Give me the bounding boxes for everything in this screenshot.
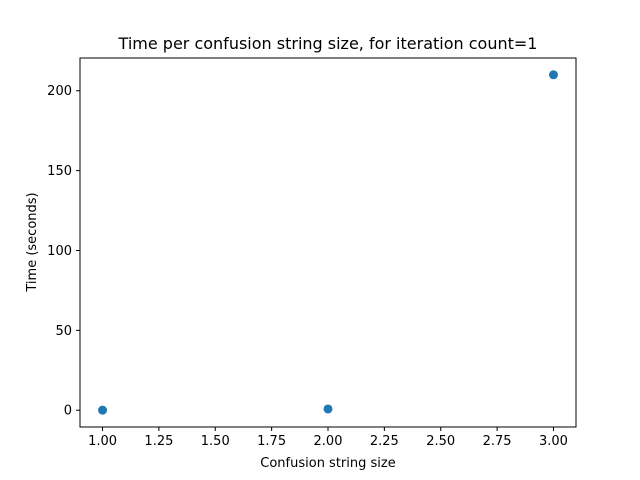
x-tick-label: 2.25 bbox=[370, 434, 399, 449]
data-points bbox=[98, 70, 558, 415]
x-tick-label: 2.75 bbox=[483, 434, 512, 449]
y-tick-label: 100 bbox=[47, 244, 72, 259]
x-tick-label: 1.75 bbox=[257, 434, 286, 449]
x-tick-label: 3.00 bbox=[539, 434, 568, 449]
plot-area bbox=[80, 58, 576, 427]
y-axis-ticks: 0 50 100 150 200 bbox=[47, 84, 80, 419]
x-tick-label: 2.00 bbox=[314, 434, 343, 449]
data-point bbox=[548, 70, 558, 80]
x-tick-label: 1.50 bbox=[201, 434, 230, 449]
x-tick-label: 1.25 bbox=[144, 434, 173, 449]
y-tick-label: 150 bbox=[47, 164, 72, 179]
y-tick-label: 200 bbox=[47, 84, 72, 99]
data-point bbox=[323, 404, 333, 414]
x-tick-label: 2.50 bbox=[426, 434, 455, 449]
plot-frame bbox=[79, 57, 577, 428]
y-tick-label: 0 bbox=[64, 404, 72, 419]
data-point bbox=[98, 405, 108, 415]
y-axis-label: Time (seconds) bbox=[25, 192, 40, 292]
chart-title: Time per confusion string size, for iter… bbox=[118, 34, 538, 53]
y-tick-label: 50 bbox=[55, 324, 72, 339]
x-axis-label: Confusion string size bbox=[260, 456, 395, 471]
x-tick-label: 1.00 bbox=[88, 434, 117, 449]
x-axis-ticks: 1.00 1.25 1.50 1.75 2.00 2.25 2.50 2.75 3.00 bbox=[88, 427, 568, 449]
